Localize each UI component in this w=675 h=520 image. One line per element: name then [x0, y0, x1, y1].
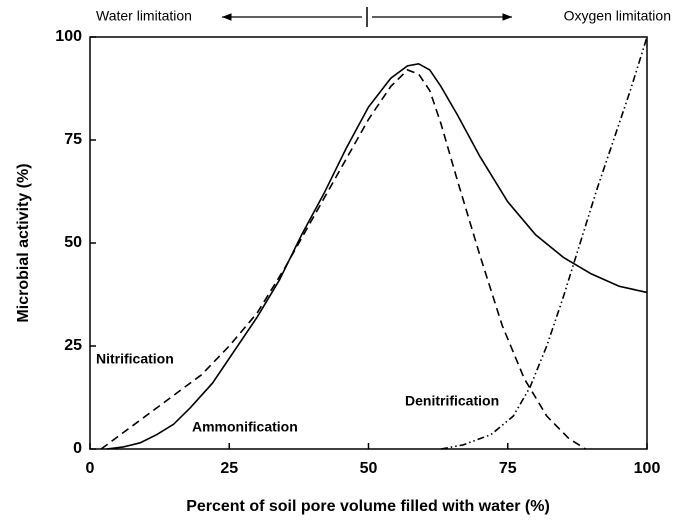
annotation-left: Water limitation: [96, 8, 192, 24]
x-axis-label: Percent of soil pore volume filled with …: [186, 498, 550, 515]
y-tick-label: 50: [64, 234, 82, 251]
y-tick-label: 25: [64, 337, 82, 354]
x-tick-label: 75: [499, 460, 517, 477]
y-tick-label: 100: [55, 28, 82, 45]
series-label: Denitrification: [405, 393, 499, 409]
y-axis-label: Microbial activity (%): [15, 163, 32, 322]
series-line: [440, 36, 648, 450]
series-line: [106, 62, 648, 450]
series-label: Ammonification: [192, 419, 298, 435]
x-tick-label: 100: [634, 460, 661, 477]
x-tick-label: 0: [86, 460, 95, 477]
series-label: Nitrification: [96, 351, 174, 367]
y-tick-label: 75: [64, 131, 82, 148]
annotation-right: Oxygen limitation: [564, 8, 671, 24]
x-tick-label: 25: [220, 460, 238, 477]
series-line: [100, 69, 587, 450]
y-tick-label: 0: [73, 440, 82, 457]
plot-frame: [89, 36, 648, 450]
x-tick-label: 50: [360, 460, 378, 477]
